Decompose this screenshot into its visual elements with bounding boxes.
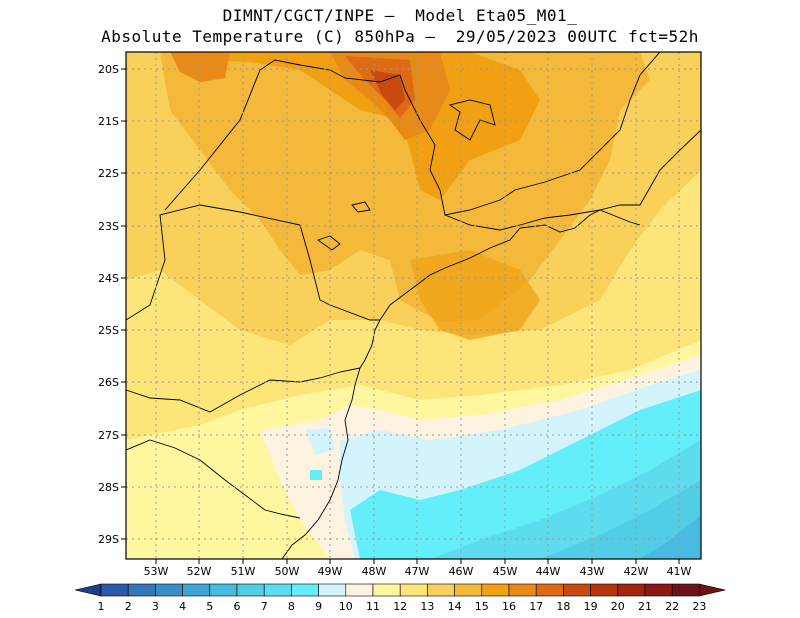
lat-label: 28S (98, 481, 119, 494)
colorbar-label: 12 (393, 600, 407, 613)
colorbar-label: 16 (502, 600, 516, 613)
coastline-sp-rj (379, 129, 701, 321)
state-border-sp-mg (164, 52, 661, 216)
colorbar-swatch (563, 583, 591, 597)
latitude-labels: 20S 21S 22S 23S 24S 25S 26S 27S 28S 29S (98, 63, 119, 546)
temp-band-16-coast (410, 250, 540, 340)
chart-title-line-2: Absolute Temperature (C) 850hPa – 29/05/… (101, 27, 699, 46)
colorbar-swatch (372, 583, 401, 597)
lon-label: 53W (144, 565, 169, 578)
colorbar-label: 10 (339, 600, 353, 613)
colorbar-swatch (590, 583, 619, 597)
state-border-sc-rs (126, 439, 301, 519)
colorbar-label: 11 (366, 600, 380, 613)
colorbar: 1 2 3 4 5 6 7 8 9 10 11 12 13 14 15 16 17 18 19 20 21 22 23 (74, 583, 726, 613)
axis-ticks (121, 68, 680, 564)
colorbar-swatch (318, 583, 347, 597)
colorbar-label: 4 (179, 600, 186, 613)
colorbar-label: 14 (448, 600, 462, 613)
colorbar-label: 22 (665, 600, 679, 613)
colorbar-swatch (508, 583, 537, 597)
colorbar-swatch (617, 583, 646, 597)
lat-label: 23S (98, 220, 119, 233)
colorbar-label: 3 (152, 600, 159, 613)
lat-label: 20S (98, 63, 119, 76)
state-border-ms-pr (126, 204, 380, 321)
temp-band-6 (640, 515, 701, 559)
colorbar-swatch (127, 583, 156, 597)
temp-patch-9 (310, 470, 322, 480)
lat-label: 25S (98, 324, 119, 337)
lat-label: 29S (98, 533, 119, 546)
lon-label: 45W (493, 565, 518, 578)
map-frame (125, 51, 702, 560)
state-border-rj (444, 209, 641, 231)
temp-band-17-west (170, 52, 230, 82)
reservoir-sp (317, 235, 341, 251)
colorbar-swatch (481, 583, 510, 597)
colorbar-swatch (345, 583, 374, 597)
lon-label: 41W (667, 565, 692, 578)
colorbar-swatch (535, 583, 564, 597)
colorbar-swatch (399, 583, 428, 597)
state-border-pr-sc (126, 367, 361, 413)
lon-label: 47W (405, 565, 430, 578)
colorbar-swatch (236, 583, 265, 597)
colorbar-label: 2 (125, 600, 132, 613)
reservoir-sp-2 (351, 201, 371, 213)
colorbar-swatch (671, 583, 700, 597)
colorbar-label: 23 (692, 600, 706, 613)
colorbar-label: 21 (638, 600, 652, 613)
temperature-field (126, 52, 701, 559)
chart-title-line-1: DIMNT/CGCT/INPE – Model Eta05_M01_ (222, 6, 578, 25)
longitude-labels: 53W 52W 51W 50W 49W 48W 47W 46W 45W 44W … (144, 565, 692, 578)
temp-band-19 (370, 70, 405, 110)
lon-label: 48W (362, 565, 387, 578)
colorbar-label: 9 (315, 600, 322, 613)
lat-label: 21S (98, 115, 119, 128)
colorbar-swatch (155, 583, 183, 597)
lon-label: 46W (449, 565, 474, 578)
colorbar-swatch (644, 583, 673, 597)
colorbar-label: 6 (234, 600, 241, 613)
lat-label: 24S (98, 272, 119, 285)
lon-label: 49W (318, 565, 343, 578)
colorbar-label: 1 (98, 600, 105, 613)
colorbar-label: 5 (206, 600, 213, 613)
colorbar-label: 20 (611, 600, 625, 613)
colorbar-label: 19 (584, 600, 598, 613)
grid-lines (126, 52, 701, 559)
lat-label: 27S (98, 429, 119, 442)
coastline-sc-rs (281, 367, 361, 559)
colorbar-swatch (182, 583, 211, 597)
lon-label: 44W (536, 565, 561, 578)
colorbar-swatch (263, 583, 292, 597)
coastline-pr (359, 319, 381, 369)
lon-label: 50W (275, 565, 300, 578)
lat-label: 22S (98, 167, 119, 180)
lon-label: 43W (580, 565, 605, 578)
lat-label: 26S (98, 376, 119, 389)
colorbar-swatch (291, 583, 319, 597)
colorbar-label: 17 (529, 600, 543, 613)
colorbar-label: 7 (261, 600, 268, 613)
lon-label: 52W (187, 565, 212, 578)
boundaries (126, 52, 701, 559)
reservoir-furnas (448, 99, 496, 141)
colorbar-swatch (427, 583, 455, 597)
colorbar-arrow-left (74, 583, 102, 597)
colorbar-label: 18 (556, 600, 570, 613)
lon-label: 51W (231, 565, 256, 578)
colorbar-label: 15 (475, 600, 489, 613)
colorbar-swatch (454, 583, 483, 597)
colorbar-label: 8 (288, 600, 295, 613)
lon-label: 42W (624, 565, 649, 578)
colorbar-label: 13 (420, 600, 434, 613)
colorbar-arrow-right (699, 583, 726, 597)
colorbar-swatch (100, 583, 129, 597)
colorbar-swatch (209, 583, 238, 597)
